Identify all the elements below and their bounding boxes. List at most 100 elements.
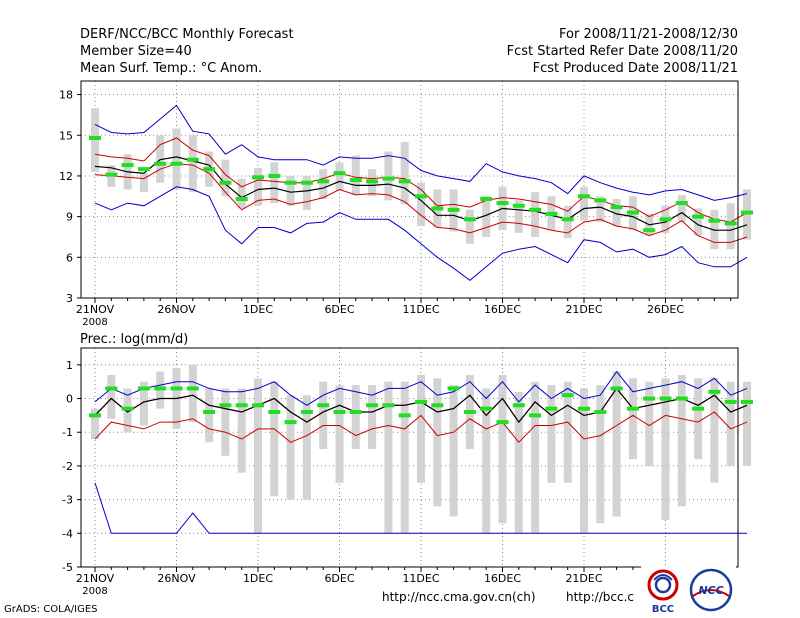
prec-median-marker bbox=[333, 410, 346, 415]
temp-spread-box bbox=[580, 186, 588, 221]
temp-spread-box bbox=[482, 196, 491, 237]
prec-spread-box bbox=[400, 381, 409, 534]
bcc-url-link[interactable]: http://bcc.c bbox=[566, 590, 634, 604]
prec-y-tick-label: -4 bbox=[62, 527, 73, 540]
prec-spread-box bbox=[596, 385, 605, 524]
temp-spread-box bbox=[726, 203, 735, 250]
prec-spread-box bbox=[661, 378, 670, 520]
temp-spread-box bbox=[514, 200, 523, 233]
temp-spread-box bbox=[254, 167, 262, 206]
prec-spread-box bbox=[237, 388, 246, 473]
ncc-logo-text: NCC bbox=[698, 584, 723, 597]
prec-median-marker bbox=[675, 396, 688, 401]
temp-median-marker bbox=[170, 161, 183, 166]
temp-x-tick-label: 16DEC bbox=[484, 303, 521, 316]
prec-spread-box bbox=[107, 374, 116, 419]
prec-spread-box bbox=[302, 395, 311, 500]
temp-y-tick-label: 6 bbox=[66, 251, 73, 264]
temp-median-marker bbox=[154, 161, 167, 166]
prec-median-marker bbox=[512, 403, 525, 408]
temp-spread-box bbox=[710, 209, 719, 250]
temp-median-marker bbox=[659, 217, 672, 222]
prec-median-marker bbox=[496, 420, 509, 425]
temp-median-marker bbox=[578, 194, 590, 199]
prec-spread-box bbox=[335, 385, 344, 483]
temp-median-marker bbox=[594, 198, 607, 203]
temp-spread-box bbox=[743, 189, 751, 240]
prec-y-tick-label: 1 bbox=[66, 359, 73, 372]
prec-spread-box bbox=[645, 381, 654, 466]
prec-spread-box bbox=[514, 391, 523, 534]
prec-spread-box bbox=[417, 374, 425, 483]
temp-x-tick-label: 26NOV bbox=[157, 303, 196, 316]
prec-spread-box bbox=[449, 385, 458, 517]
temp-spread-box bbox=[172, 128, 181, 190]
grads-credit: GrADS: COLA/IGES bbox=[4, 604, 98, 615]
temp-spread-box bbox=[319, 169, 328, 199]
prec-spread-box bbox=[726, 381, 735, 466]
temp-median-marker bbox=[382, 176, 395, 181]
temp-median-marker bbox=[203, 167, 216, 172]
prec-median-marker bbox=[154, 386, 167, 391]
temp-median-marker bbox=[561, 217, 574, 222]
prec-spread-box bbox=[743, 381, 751, 466]
prec-y-tick-label: -3 bbox=[62, 494, 73, 507]
ncc-url-link[interactable]: http://ncc.cma.gov.cn(ch) bbox=[382, 590, 536, 604]
temp-x-tick-label: 21NOV bbox=[76, 303, 115, 316]
temp-median-marker bbox=[252, 175, 264, 180]
prec-y-tick-label: -5 bbox=[62, 561, 73, 574]
temp-x-tick-label: 6DEC bbox=[324, 303, 354, 316]
temp-spread-box bbox=[302, 175, 311, 210]
temp-median-marker bbox=[447, 207, 460, 212]
prec-median-marker bbox=[578, 406, 590, 411]
temp-spread-box bbox=[677, 194, 686, 223]
temp-spread-box bbox=[531, 192, 540, 237]
prec-median-marker bbox=[170, 386, 183, 391]
prec-x-tick-label: 21DEC bbox=[565, 572, 602, 585]
temp-median-marker bbox=[186, 157, 199, 162]
temp-spread-box bbox=[139, 173, 148, 193]
prec-median-marker bbox=[219, 403, 232, 408]
temp-year-label: 2008 bbox=[82, 317, 107, 328]
temp-spread-box bbox=[91, 108, 99, 172]
temp-spread-box bbox=[612, 198, 621, 227]
prec-spread-box bbox=[433, 378, 442, 507]
temp-median-marker bbox=[480, 196, 493, 201]
prec-y-tick-label: 0 bbox=[66, 393, 73, 406]
variable-label: Mean Surf. Temp.: °C Anom. bbox=[80, 61, 263, 76]
temp-spread-high-line bbox=[94, 137, 748, 223]
prec-x-tick-label: 11DEC bbox=[402, 572, 439, 585]
prec-spread-box bbox=[368, 385, 377, 450]
prec-median-marker bbox=[447, 386, 460, 391]
prec-median-marker bbox=[724, 399, 737, 404]
forecast-produced-date: Fcst Produced Date 2008/11/21 bbox=[532, 61, 738, 76]
forecast-started-date: Fcst Started Refer Date 2008/11/20 bbox=[506, 44, 738, 59]
prec-median-marker bbox=[463, 410, 476, 415]
prec-median-marker bbox=[105, 386, 118, 391]
prec-median-marker bbox=[643, 396, 656, 401]
prec-spread-box bbox=[498, 374, 507, 524]
prec-median-marker bbox=[431, 403, 444, 408]
prec-spread-box bbox=[188, 364, 197, 423]
temp-median-marker bbox=[545, 211, 558, 216]
temp-x-tick-label: 11DEC bbox=[402, 303, 439, 316]
prec-median-marker bbox=[415, 399, 427, 404]
prec-median-marker bbox=[594, 410, 607, 415]
prec-spread-box bbox=[221, 388, 230, 456]
temp-spread-box bbox=[563, 205, 572, 239]
temp-spread-box bbox=[335, 162, 344, 191]
temp-spread-box bbox=[286, 175, 295, 206]
temp-median-marker bbox=[463, 217, 476, 222]
temp-median-marker bbox=[137, 167, 150, 172]
temp-median-marker bbox=[349, 178, 362, 183]
prec-plot-frame bbox=[80, 347, 739, 568]
temp-x-tick-label: 21DEC bbox=[565, 303, 602, 316]
prec-spread-box bbox=[580, 388, 588, 534]
prec-median-marker bbox=[121, 406, 134, 411]
prec-spread-box bbox=[286, 395, 295, 500]
temp-spread-box bbox=[221, 159, 230, 197]
prec-median-marker bbox=[317, 403, 330, 408]
temp-ensemble-mean-line bbox=[94, 156, 748, 231]
temp-median-marker bbox=[431, 206, 444, 211]
prec-median-marker bbox=[708, 389, 721, 394]
